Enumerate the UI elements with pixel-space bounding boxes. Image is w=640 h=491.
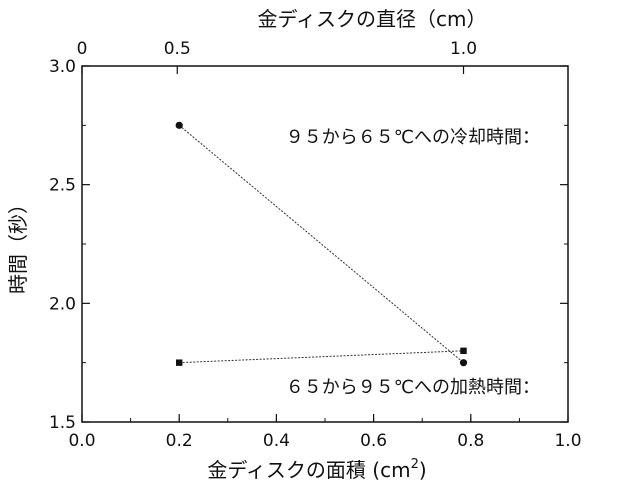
x-axis-label-bottom-close: ) [419, 458, 427, 482]
series-lines [178, 124, 464, 364]
series-label: ６５から９５℃への加熱時間： [286, 377, 540, 398]
x-tick-label: 0.6 [360, 431, 387, 451]
x-axis-label-bottom-main: 金ディスクの面積 (cm [207, 458, 410, 482]
x-axis-label-top: 金ディスクの直径（cm） [257, 7, 486, 31]
data-point-circle [175, 121, 183, 129]
y-axis-label: 時間（秒） [6, 194, 30, 294]
data-point-square [460, 347, 467, 354]
series-line [179, 350, 464, 364]
series-markers [175, 121, 468, 367]
x-axis-label-bottom-sup: 2 [411, 457, 419, 472]
x-axis-label-bottom: 金ディスクの面積 (cm2) [207, 457, 426, 482]
x-tick-label: 0.2 [166, 431, 193, 451]
x-tick-label: 0.8 [457, 431, 484, 451]
data-point-square [176, 359, 183, 366]
x-tick-label: 0.4 [263, 431, 290, 451]
x-tick-top-label: 0 [77, 39, 88, 59]
y-tick-label: 3.0 [49, 57, 76, 77]
y-tick-label: 1.5 [49, 413, 76, 433]
series-label: ９５から６５℃への冷却時間： [286, 127, 540, 148]
axes: 0.0 0.2 0.4 0.6 0.8 1.0 1.5 2.0 2.5 3.00 0.5 1.0 [49, 39, 582, 451]
plot-frame [81, 65, 569, 423]
series-line [178, 124, 464, 364]
x-tick-top-label: 1.0 [450, 39, 477, 59]
data-point-circle [459, 359, 468, 367]
y-tick-label: 2.5 [49, 176, 76, 196]
x-tick-label: 1.0 [554, 431, 581, 451]
series-labels: ９５から６５℃への冷却時間： ６５から９５℃への加熱時間： [286, 127, 540, 398]
x-tick-label: 0.0 [68, 431, 95, 451]
x-tick-top-label: 0.5 [164, 39, 191, 59]
y-tick-label: 2.0 [49, 294, 76, 314]
